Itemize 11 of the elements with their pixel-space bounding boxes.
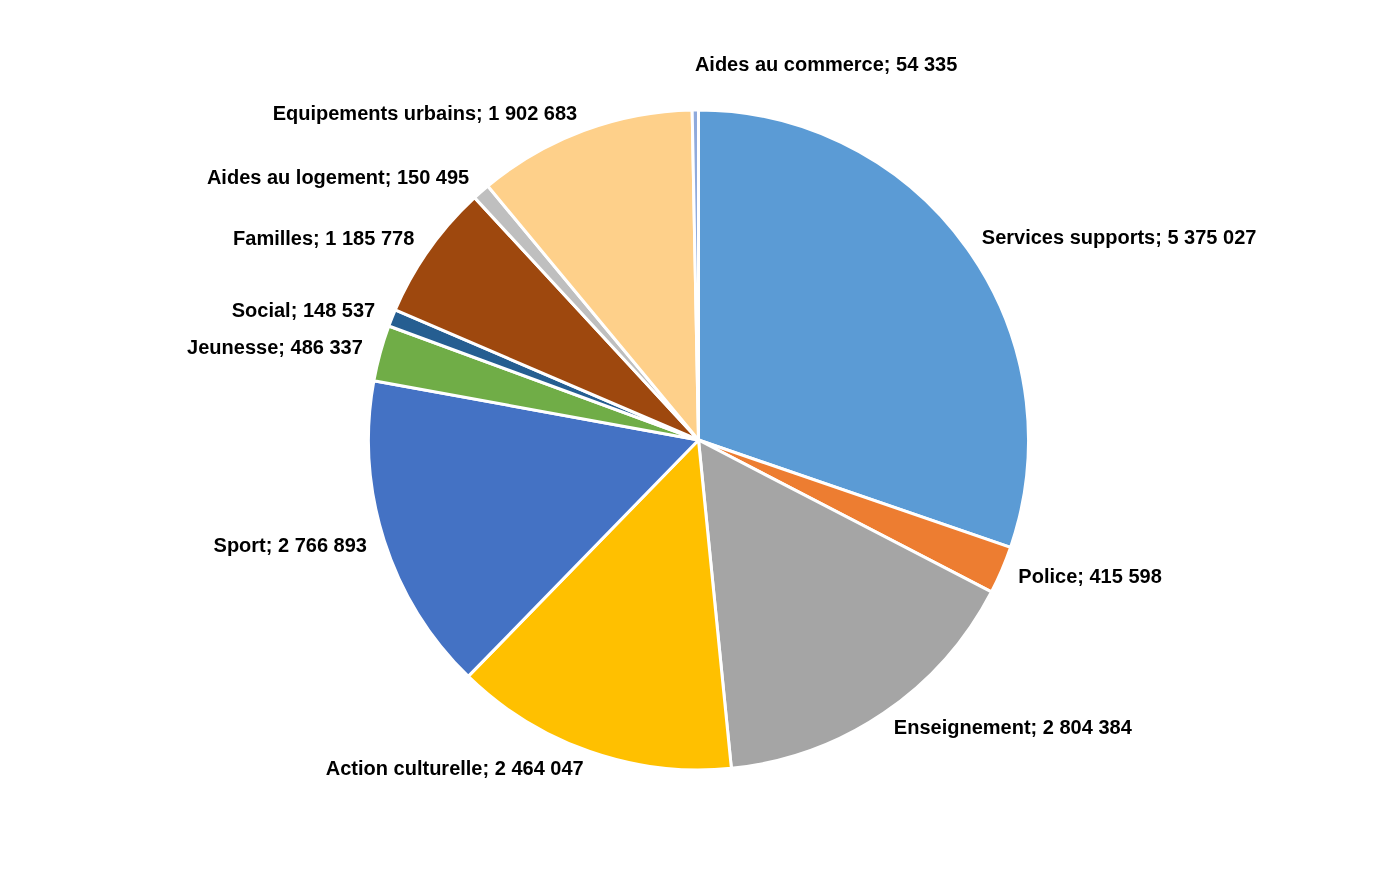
slice-label: Familles; 1 185 778 <box>233 227 415 250</box>
slice-label: Action culturelle; 2 464 047 <box>325 756 584 779</box>
slice-label: Police; 415 598 <box>1018 565 1162 588</box>
slice-label: Jeunesse; 486 337 <box>187 336 363 359</box>
slice-label: Enseignement; 2 804 384 <box>893 715 1133 738</box>
slice-label: Social; 148 537 <box>231 299 376 322</box>
slice-label: Equipements urbains; 1 902 683 <box>272 101 578 124</box>
slice-label: Sport; 2 766 893 <box>213 533 367 556</box>
slice-label: Aides au logement; 150 495 <box>206 166 470 189</box>
slice-label: Aides au commerce; 54 335 <box>694 53 958 76</box>
slice-label: Services supports; 5 375 027 <box>981 225 1257 248</box>
